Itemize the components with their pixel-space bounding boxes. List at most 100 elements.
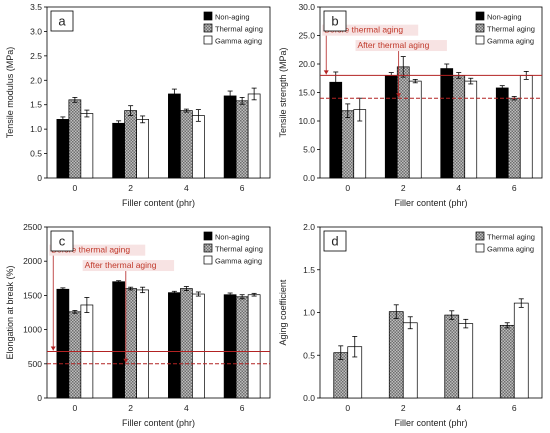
bar-non_aging: [223, 294, 237, 399]
annotation-bg: [355, 40, 447, 52]
bar-non_aging: [495, 87, 509, 179]
y-tick-label: 1500: [23, 290, 42, 300]
y-tick-label: 1.0: [30, 124, 42, 134]
y-tick-label: 0: [37, 393, 42, 403]
y-tick-label: 2.5: [30, 51, 42, 61]
bar-gamma_aging: [136, 289, 149, 399]
legend-label: Thermal aging: [215, 245, 263, 254]
legend-label: Gamma aging: [487, 245, 534, 254]
x-tick-label: 6: [512, 183, 517, 193]
legend-swatch-thermal_aging: [203, 23, 213, 33]
bar-gamma_aging: [458, 323, 474, 399]
panel-label: b: [331, 14, 338, 29]
bar-non_aging: [168, 292, 181, 399]
legend-swatch-non_aging: [203, 11, 213, 21]
chart-panel-d: 0.0 0.5 1.0 1.5 2.0 0 2 4 6 Filler content (phr) A…: [278, 222, 543, 428]
x-tick-label: 0: [73, 403, 78, 413]
bar-thermal_aging: [388, 311, 404, 399]
y-axis-title: Elongation at break (%): [5, 265, 15, 359]
bar-non_aging: [168, 93, 181, 179]
y-tick-label: 1.0: [303, 308, 315, 318]
panel-label: a: [58, 14, 66, 29]
y-axis-title: Tensile modulus (MPa): [5, 47, 15, 139]
panel-label: c: [59, 234, 66, 249]
bar-gamma_aging: [464, 80, 478, 179]
legend-label: Non-aging: [215, 13, 250, 22]
y-tick-label: 3.0: [30, 26, 42, 36]
annotation-label: After thermal aging: [358, 40, 430, 50]
x-axis-title: Filler content (phr): [394, 198, 467, 208]
x-tick-label: 6: [512, 403, 517, 413]
bar-thermal_aging: [124, 288, 137, 399]
bar-thermal_aging: [507, 97, 521, 179]
x-tick-label: 2: [128, 403, 133, 413]
panel-label-box: [50, 230, 74, 252]
legend-label: Gamma aging: [487, 37, 534, 46]
bar-gamma_aging: [136, 119, 149, 179]
bar-thermal_aging: [68, 311, 82, 399]
legend-swatch-thermal_aging: [475, 23, 485, 33]
bar-non_aging: [112, 281, 125, 399]
bar-non_aging: [112, 122, 125, 179]
y-axis-title: Tensile strength (MPa): [278, 47, 288, 137]
bar-thermal_aging: [124, 110, 137, 179]
panel-label-box: [323, 230, 347, 252]
bar-thermal_aging: [444, 314, 460, 399]
panel-label: d: [331, 234, 338, 249]
x-tick-label: 4: [184, 403, 189, 413]
annotation-arrowhead: [323, 70, 329, 75]
annotation-bg: [49, 244, 146, 256]
y-tick-label: 10.0: [298, 116, 315, 126]
x-tick-label: 0: [73, 183, 78, 193]
legend-swatch-gamma_aging: [203, 255, 213, 265]
annotation-bg: [82, 260, 175, 272]
bar-non_aging: [56, 288, 70, 399]
legend-swatch-non_aging: [475, 11, 485, 21]
annotation-label: After thermal aging: [85, 260, 157, 270]
x-tick-label: 6: [240, 183, 245, 193]
bar-thermal_aging: [341, 110, 355, 179]
bar-thermal_aging: [235, 100, 249, 179]
y-tick-label: 500: [28, 359, 42, 369]
y-tick-label: 2.0: [30, 75, 42, 85]
x-tick-label: 2: [401, 403, 406, 413]
bar-thermal_aging: [235, 296, 249, 399]
y-tick-label: 1000: [23, 325, 42, 335]
legend-swatch-thermal_aging: [203, 243, 213, 253]
x-tick-label: 2: [128, 183, 133, 193]
bar-non_aging: [223, 95, 237, 179]
annotation-arrowhead: [396, 93, 402, 98]
legend-label: Thermal aging: [487, 233, 535, 242]
y-tick-label: 2.0: [303, 222, 315, 232]
x-tick-label: 2: [401, 183, 406, 193]
bar-gamma_aging: [192, 293, 205, 399]
x-axis-title: Filler content (phr): [122, 198, 195, 208]
legend-label: Gamma aging: [215, 257, 262, 266]
legend-label: Thermal aging: [487, 25, 535, 34]
bar-gamma_aging: [402, 322, 418, 399]
y-tick-label: 2500: [23, 222, 42, 232]
bar-gamma_aging: [247, 93, 261, 179]
y-axis-title: Aging coefficient: [278, 279, 288, 345]
x-tick-label: 0: [345, 183, 350, 193]
legend-label: Gamma aging: [215, 37, 262, 46]
y-tick-label: 0.5: [30, 149, 42, 159]
legend-label: Thermal aging: [215, 25, 263, 34]
y-tick-label: 0.0: [303, 173, 315, 183]
bar-gamma_aging: [513, 302, 529, 399]
x-tick-label: 0: [345, 403, 350, 413]
x-tick-label: 4: [456, 183, 461, 193]
legend-swatch-gamma_aging: [203, 35, 213, 45]
chart-panel-b: 0.0 5.0 10.0 15.0 20.0 25.0 30.0 Before thermal…: [278, 2, 543, 208]
plot-frame: [46, 6, 271, 179]
bar-non_aging: [440, 68, 454, 179]
legend-swatch-thermal_aging: [475, 231, 485, 241]
legend-swatch-non_aging: [203, 231, 213, 241]
x-tick-label: 4: [456, 403, 461, 413]
annotation-bg: [322, 24, 419, 36]
bar-thermal_aging: [180, 110, 193, 179]
y-tick-label: 0.5: [303, 350, 315, 360]
x-tick-label: 6: [240, 403, 245, 413]
annotation-arrowhead: [123, 358, 129, 363]
